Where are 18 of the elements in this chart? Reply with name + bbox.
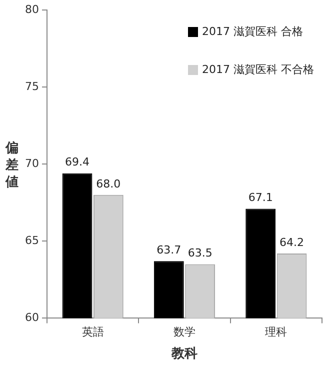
data-label: 67.1 (248, 191, 273, 204)
y-tick-label: 80 (24, 2, 39, 16)
y-tick-label: 70 (24, 156, 39, 170)
data-label: 69.4 (64, 156, 90, 169)
x-tick-label: 数学 (174, 326, 196, 339)
y-tick-label: 65 (24, 234, 39, 248)
x-tick-label: 英語 (82, 326, 104, 339)
legend-label: 2017 滋賀医科 合格 (202, 24, 304, 38)
y-tick-label: 60 (24, 311, 39, 324)
data-label: 68.0 (96, 177, 121, 190)
data-label: 63.7 (156, 244, 182, 257)
y-tick-label: 75 (24, 80, 39, 93)
data-label: 64.2 (280, 236, 304, 249)
legend-label: 2017 滋賀医科 不合格 (202, 62, 314, 76)
y-axis-title: 偏差値 (4, 140, 20, 191)
x-axis-title: 教科 (170, 346, 198, 362)
x-tick-label: 理科 (265, 326, 288, 339)
data-label: 63.5 (188, 246, 212, 260)
